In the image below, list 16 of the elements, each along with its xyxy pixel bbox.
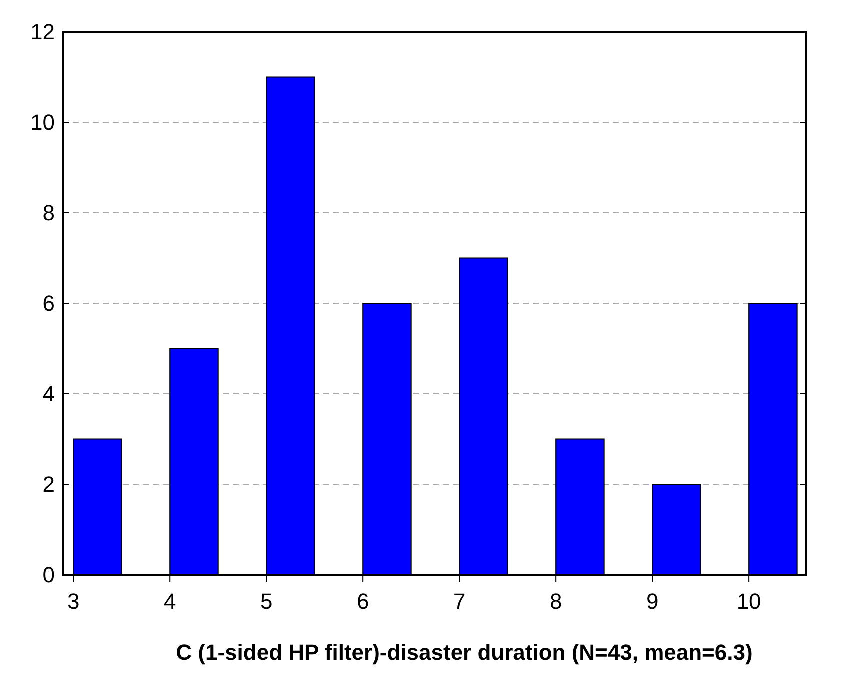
y-tick-label: 8 bbox=[42, 200, 55, 226]
x-tick-label: 8 bbox=[550, 589, 562, 614]
y-tick-label: 6 bbox=[42, 291, 55, 316]
x-tick-label: 10 bbox=[736, 589, 762, 614]
y-tick-label: 2 bbox=[42, 472, 55, 498]
x-tick-label: 5 bbox=[260, 589, 273, 614]
x-tick-label: 6 bbox=[356, 589, 370, 614]
x-tick-label: 7 bbox=[453, 589, 466, 614]
x-tick-label: 3 bbox=[67, 589, 80, 614]
y-tick-label: 4 bbox=[42, 382, 55, 407]
y-tick-label: 0 bbox=[42, 562, 55, 588]
y-tick-label: 12 bbox=[30, 20, 55, 45]
x-tick-label: 9 bbox=[646, 589, 659, 614]
y-tick-label: 10 bbox=[30, 110, 55, 136]
x-axis-title: C (1-sided HP filter)-disaster duration (N=43, mean=6.3) bbox=[176, 640, 753, 665]
x-tick-label: 4 bbox=[164, 589, 176, 614]
